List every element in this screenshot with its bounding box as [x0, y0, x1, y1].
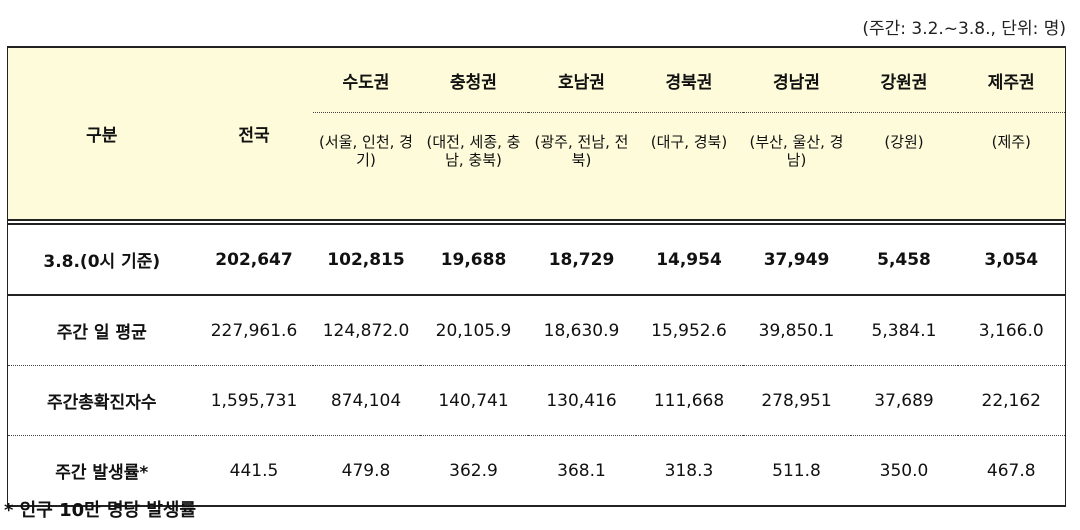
table-cell: 5,384.1	[850, 295, 958, 366]
table-cell: 15,952.6	[635, 295, 743, 366]
table-cell: 318.3	[635, 435, 743, 507]
table-cell: 22,162	[957, 365, 1066, 436]
footnote: * 인구 10만 명당 발생률	[4, 500, 197, 521]
unit-note: (주간: 3.2.~3.8., 단위: 명)	[862, 19, 1066, 39]
table-row: 주간 일 평균 227,961.6 124,872.0 20,105.9 18,…	[7, 295, 1066, 366]
header-sub-jeju: (제주)	[957, 112, 1066, 220]
table-cell: 511.8	[742, 435, 851, 507]
header-sub-gyeongnam: (부산, 울산, 경남)	[742, 112, 851, 220]
header-sub-gangwon: (강원)	[850, 112, 958, 220]
table-cell: 19,688	[419, 224, 528, 296]
header-sub-gyeongbuk: (대구, 경북)	[635, 112, 743, 220]
table-cell: 130,416	[527, 365, 636, 436]
table-cell: 227,961.6	[195, 295, 313, 366]
table-cell: 18,630.9	[527, 295, 636, 366]
table-cell: 278,951	[742, 365, 851, 436]
header-row: 구분 전국 수도권 충청권 호남권 경북권 경남권 강원권 제주권	[7, 46, 1066, 220]
table-cell: 874,104	[312, 365, 420, 436]
header-region-chungcheong: 충청권	[419, 46, 528, 113]
header-sub-chungcheong: (대전, 세종, 충남, 충북)	[419, 112, 528, 220]
table-cell: 102,815	[312, 224, 420, 296]
table-cell: 37,949	[742, 224, 851, 296]
header-sub-sudogwon: (서울, 인천, 경기)	[312, 112, 420, 220]
table-cell: 124,872.0	[312, 295, 420, 366]
header-region-honam: 호남권	[527, 46, 636, 113]
header-jeonguk: 전국	[195, 46, 313, 220]
table-cell: 350.0	[850, 435, 958, 507]
row-label: 주간 일 평균	[7, 295, 196, 366]
table-cell: 20,105.9	[419, 295, 528, 366]
table-cell: 467.8	[957, 435, 1066, 507]
table-cell: 202,647	[195, 224, 313, 296]
table-cell: 3,166.0	[957, 295, 1066, 366]
table-row: 주간총확진자수 1,595,731 874,104 140,741 130,41…	[7, 365, 1066, 436]
table-cell: 18,729	[527, 224, 636, 296]
row-label: 주간 발생률*	[7, 435, 196, 507]
header-region-jeju: 제주권	[957, 46, 1066, 113]
header-sub-row: (서울, 인천, 경기) (대전, 세종, 충남, 충북) (광주, 전남, 전…	[8, 112, 1066, 220]
table-row: 3.8.(0시 기준) 202,647 102,815 19,688 18,72…	[7, 224, 1066, 296]
row-label: 주간총확진자수	[7, 365, 196, 436]
table-cell: 441.5	[195, 435, 313, 507]
row-label: 3.8.(0시 기준)	[7, 224, 196, 296]
header-region-gangwon: 강원권	[850, 46, 958, 113]
table-cell: 362.9	[419, 435, 528, 507]
table-cell: 3,054	[957, 224, 1066, 296]
table-cell: 479.8	[312, 435, 420, 507]
header-region-gyeongbuk: 경북권	[635, 46, 743, 113]
table-cell: 111,668	[635, 365, 743, 436]
header-sub-honam: (광주, 전남, 전북)	[527, 112, 636, 220]
table-cell: 368.1	[527, 435, 636, 507]
table-cell: 39,850.1	[742, 295, 851, 366]
table-cell: 14,954	[635, 224, 743, 296]
table-cell: 5,458	[850, 224, 958, 296]
header-region-gyeongnam: 경남권	[742, 46, 851, 113]
header-gubun: 구분	[7, 46, 196, 220]
table-row: 주간 발생률* 441.5 479.8 362.9 368.1 318.3 51…	[7, 435, 1066, 507]
weekly-cases-table: 구분 전국 수도권 충청권 호남권 경북권 경남권 강원권 제주권 (서울, 인…	[7, 46, 1066, 507]
table-cell: 140,741	[419, 365, 528, 436]
table-cell: 37,689	[850, 365, 958, 436]
header-region-sudogwon: 수도권	[312, 46, 420, 113]
table-cell: 1,595,731	[195, 365, 313, 436]
